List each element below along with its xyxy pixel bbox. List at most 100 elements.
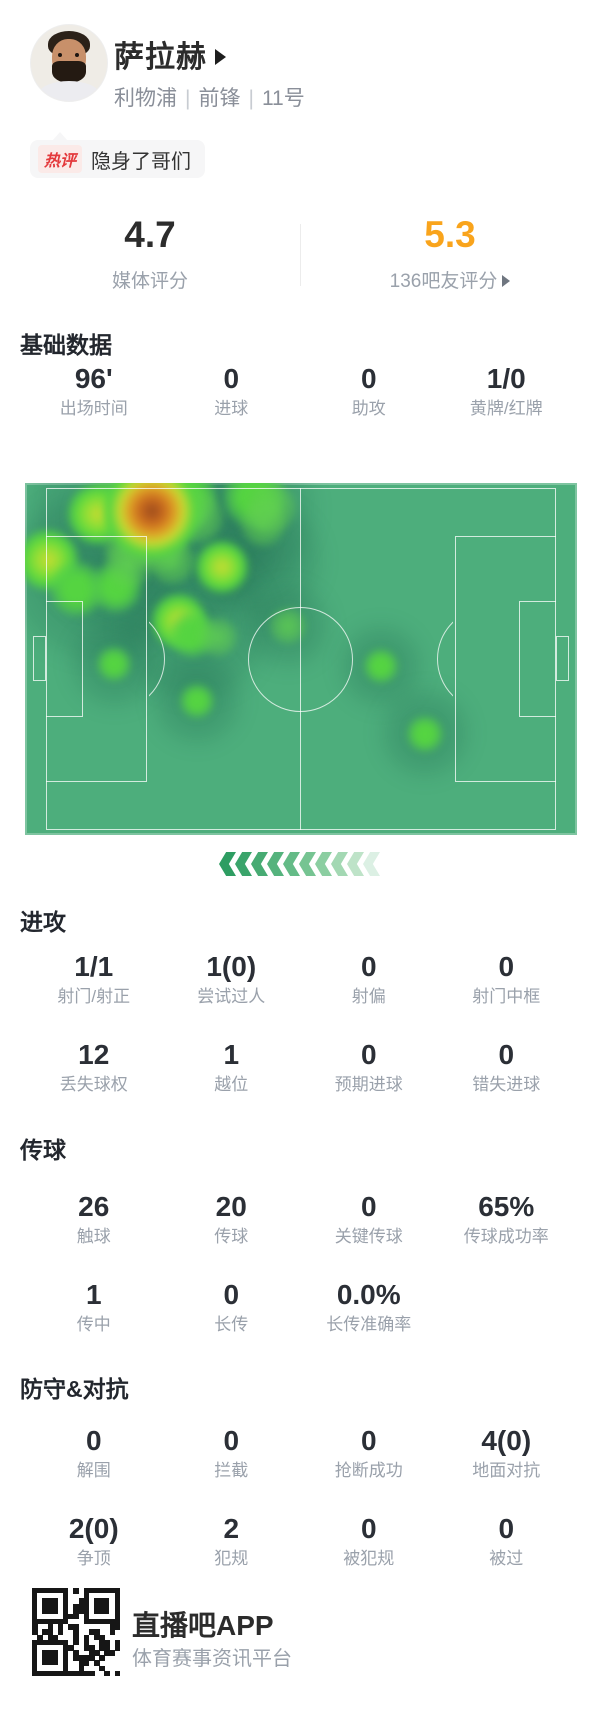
qr-module <box>73 1634 79 1641</box>
stat-value <box>438 1276 576 1314</box>
stat-value: 26 <box>78 1191 110 1222</box>
stat-value: 1 <box>223 1039 240 1070</box>
stat-label: 尝试过人 <box>197 987 266 1006</box>
hot-comment-bubble[interactable]: 热评 隐身了哥们 <box>30 140 206 178</box>
stat-cell: 0 进球 <box>163 360 301 422</box>
qr-module <box>88 1629 95 1635</box>
basic-stats-grid: 96' 出场时间 0 进球 0 助攻 1/0 黄牌/红牌 <box>25 360 575 422</box>
qr-module <box>68 1613 74 1620</box>
stat-row: 1 传中 0 长传 0.0% 长传准确率 <box>25 1276 575 1338</box>
attack-direction-chevrons <box>0 852 600 876</box>
qr-module <box>83 1639 90 1646</box>
pitch-right-goal-box <box>519 601 556 717</box>
qr-finder-center <box>93 1598 110 1614</box>
stat-label: 传中 <box>76 1315 111 1334</box>
chevron-left-icon <box>251 852 268 876</box>
qr-module <box>73 1608 79 1615</box>
qr-module <box>73 1603 79 1610</box>
section-title-defense: 防守&对抗 <box>20 1376 129 1402</box>
hot-comment-badge: 热评 <box>38 145 83 173</box>
stat-value: 4(0) <box>481 1425 532 1456</box>
qr-module <box>78 1603 85 1610</box>
qr-module <box>73 1613 79 1620</box>
player-name-text: 萨拉赫 <box>114 41 207 74</box>
qr-module <box>57 1624 64 1630</box>
stat-cell: 0 射偏 <box>300 948 438 1010</box>
qr-module <box>78 1608 85 1615</box>
qr-module <box>78 1598 85 1604</box>
stat-value: 0 <box>360 951 377 982</box>
stat-cell: 0 错失进球 <box>438 1036 576 1098</box>
stat-cell: 1(0) 尝试过人 <box>163 948 301 1010</box>
qr-module <box>99 1655 105 1661</box>
player-shirt-number: 11号 <box>261 87 305 110</box>
qr-module <box>78 1660 85 1667</box>
chevron-left-icon <box>299 852 316 876</box>
qr-module <box>99 1639 105 1646</box>
heat-blob-soft <box>199 618 237 656</box>
stat-row: 2(0) 争顶 2 犯规 0 被犯规 0 被过 <box>25 1510 575 1572</box>
stat-label: 传球成功率 <box>463 1227 549 1246</box>
qr-module <box>109 1624 116 1630</box>
qr-module <box>114 1639 121 1646</box>
qr-module <box>68 1624 74 1630</box>
qr-module <box>42 1629 48 1635</box>
stat-cell: 0 关键传球 <box>300 1188 438 1250</box>
qr-module <box>52 1634 59 1641</box>
avatar-shirt <box>39 81 99 101</box>
qr-code <box>32 1588 121 1677</box>
chevron-left-icon <box>235 852 252 876</box>
qr-finder-pattern <box>83 1588 120 1625</box>
qr-module <box>83 1644 90 1651</box>
player-avatar[interactable] <box>30 24 108 102</box>
stat-cell: 1/1 射门/射正 <box>25 948 163 1010</box>
heat-blob-bright <box>407 716 443 752</box>
defense-stats-grid: 0 解围 0 拦截 0 抢断成功 4(0) 地面对抗 2(0) 争顶 2 犯规 0 被犯规 0 被过 <box>25 1422 575 1572</box>
qr-module <box>109 1629 116 1635</box>
chevron-left-icon <box>283 852 300 876</box>
stat-cell: 0 预期进球 <box>300 1036 438 1098</box>
stat-value: 12 <box>78 1039 110 1070</box>
qr-module <box>99 1644 105 1651</box>
avatar-eye <box>75 53 79 57</box>
pitch-left-goal-box <box>46 601 83 717</box>
chevron-left-icon <box>363 852 380 876</box>
media-rating: 4.7 媒体评分 <box>15 214 285 293</box>
qr-module <box>99 1665 105 1672</box>
heat-blob-bright <box>364 649 398 683</box>
stat-label: 传球 <box>214 1227 249 1246</box>
chevron-left-icon <box>347 852 364 876</box>
qr-module <box>78 1655 85 1661</box>
stat-cell: 65% 传球成功率 <box>438 1188 576 1250</box>
pitch-center-circle <box>248 607 353 712</box>
stat-cell <box>438 1276 576 1338</box>
stat-value: 2(0) <box>68 1513 119 1544</box>
stat-value: 0 <box>360 1513 377 1544</box>
player-name[interactable]: 萨拉赫 <box>114 32 226 76</box>
qr-module <box>78 1665 85 1672</box>
fan-rating-label: 136吧友评分 <box>315 266 585 293</box>
fan-rating[interactable]: 5.3 136吧友评分 <box>315 214 585 293</box>
stat-label: 射门/射正 <box>57 987 131 1006</box>
fan-rating-label-text: 136吧友评分 <box>389 271 498 292</box>
stat-label: 丢失球权 <box>59 1075 128 1094</box>
stat-value: 0.0% <box>336 1279 401 1310</box>
pitch-left-penalty-box <box>46 536 147 782</box>
heat-blob-bright <box>180 684 214 718</box>
stat-row: 0 解围 0 拦截 0 抢断成功 4(0) 地面对抗 <box>25 1422 575 1484</box>
heat-blob-soft <box>248 483 296 531</box>
stat-value: 0 <box>223 1425 240 1456</box>
stat-row: 1/1 射门/射正 1(0) 尝试过人 0 射偏 0 射门中框 <box>25 948 575 1010</box>
qr-module <box>32 1629 38 1635</box>
chevron-left-icon <box>219 852 236 876</box>
row-gap <box>25 1484 575 1510</box>
stat-label: 长传 <box>214 1315 249 1334</box>
stat-cell: 0 拦截 <box>163 1422 301 1484</box>
qr-module <box>73 1588 79 1594</box>
stat-value: 0 <box>360 1425 377 1456</box>
stat-label: 犯规 <box>214 1549 249 1568</box>
qr-module <box>99 1634 105 1641</box>
qr-module <box>104 1650 111 1656</box>
stat-cell: 2(0) 争顶 <box>25 1510 163 1572</box>
stat-label: 触球 <box>76 1227 111 1246</box>
